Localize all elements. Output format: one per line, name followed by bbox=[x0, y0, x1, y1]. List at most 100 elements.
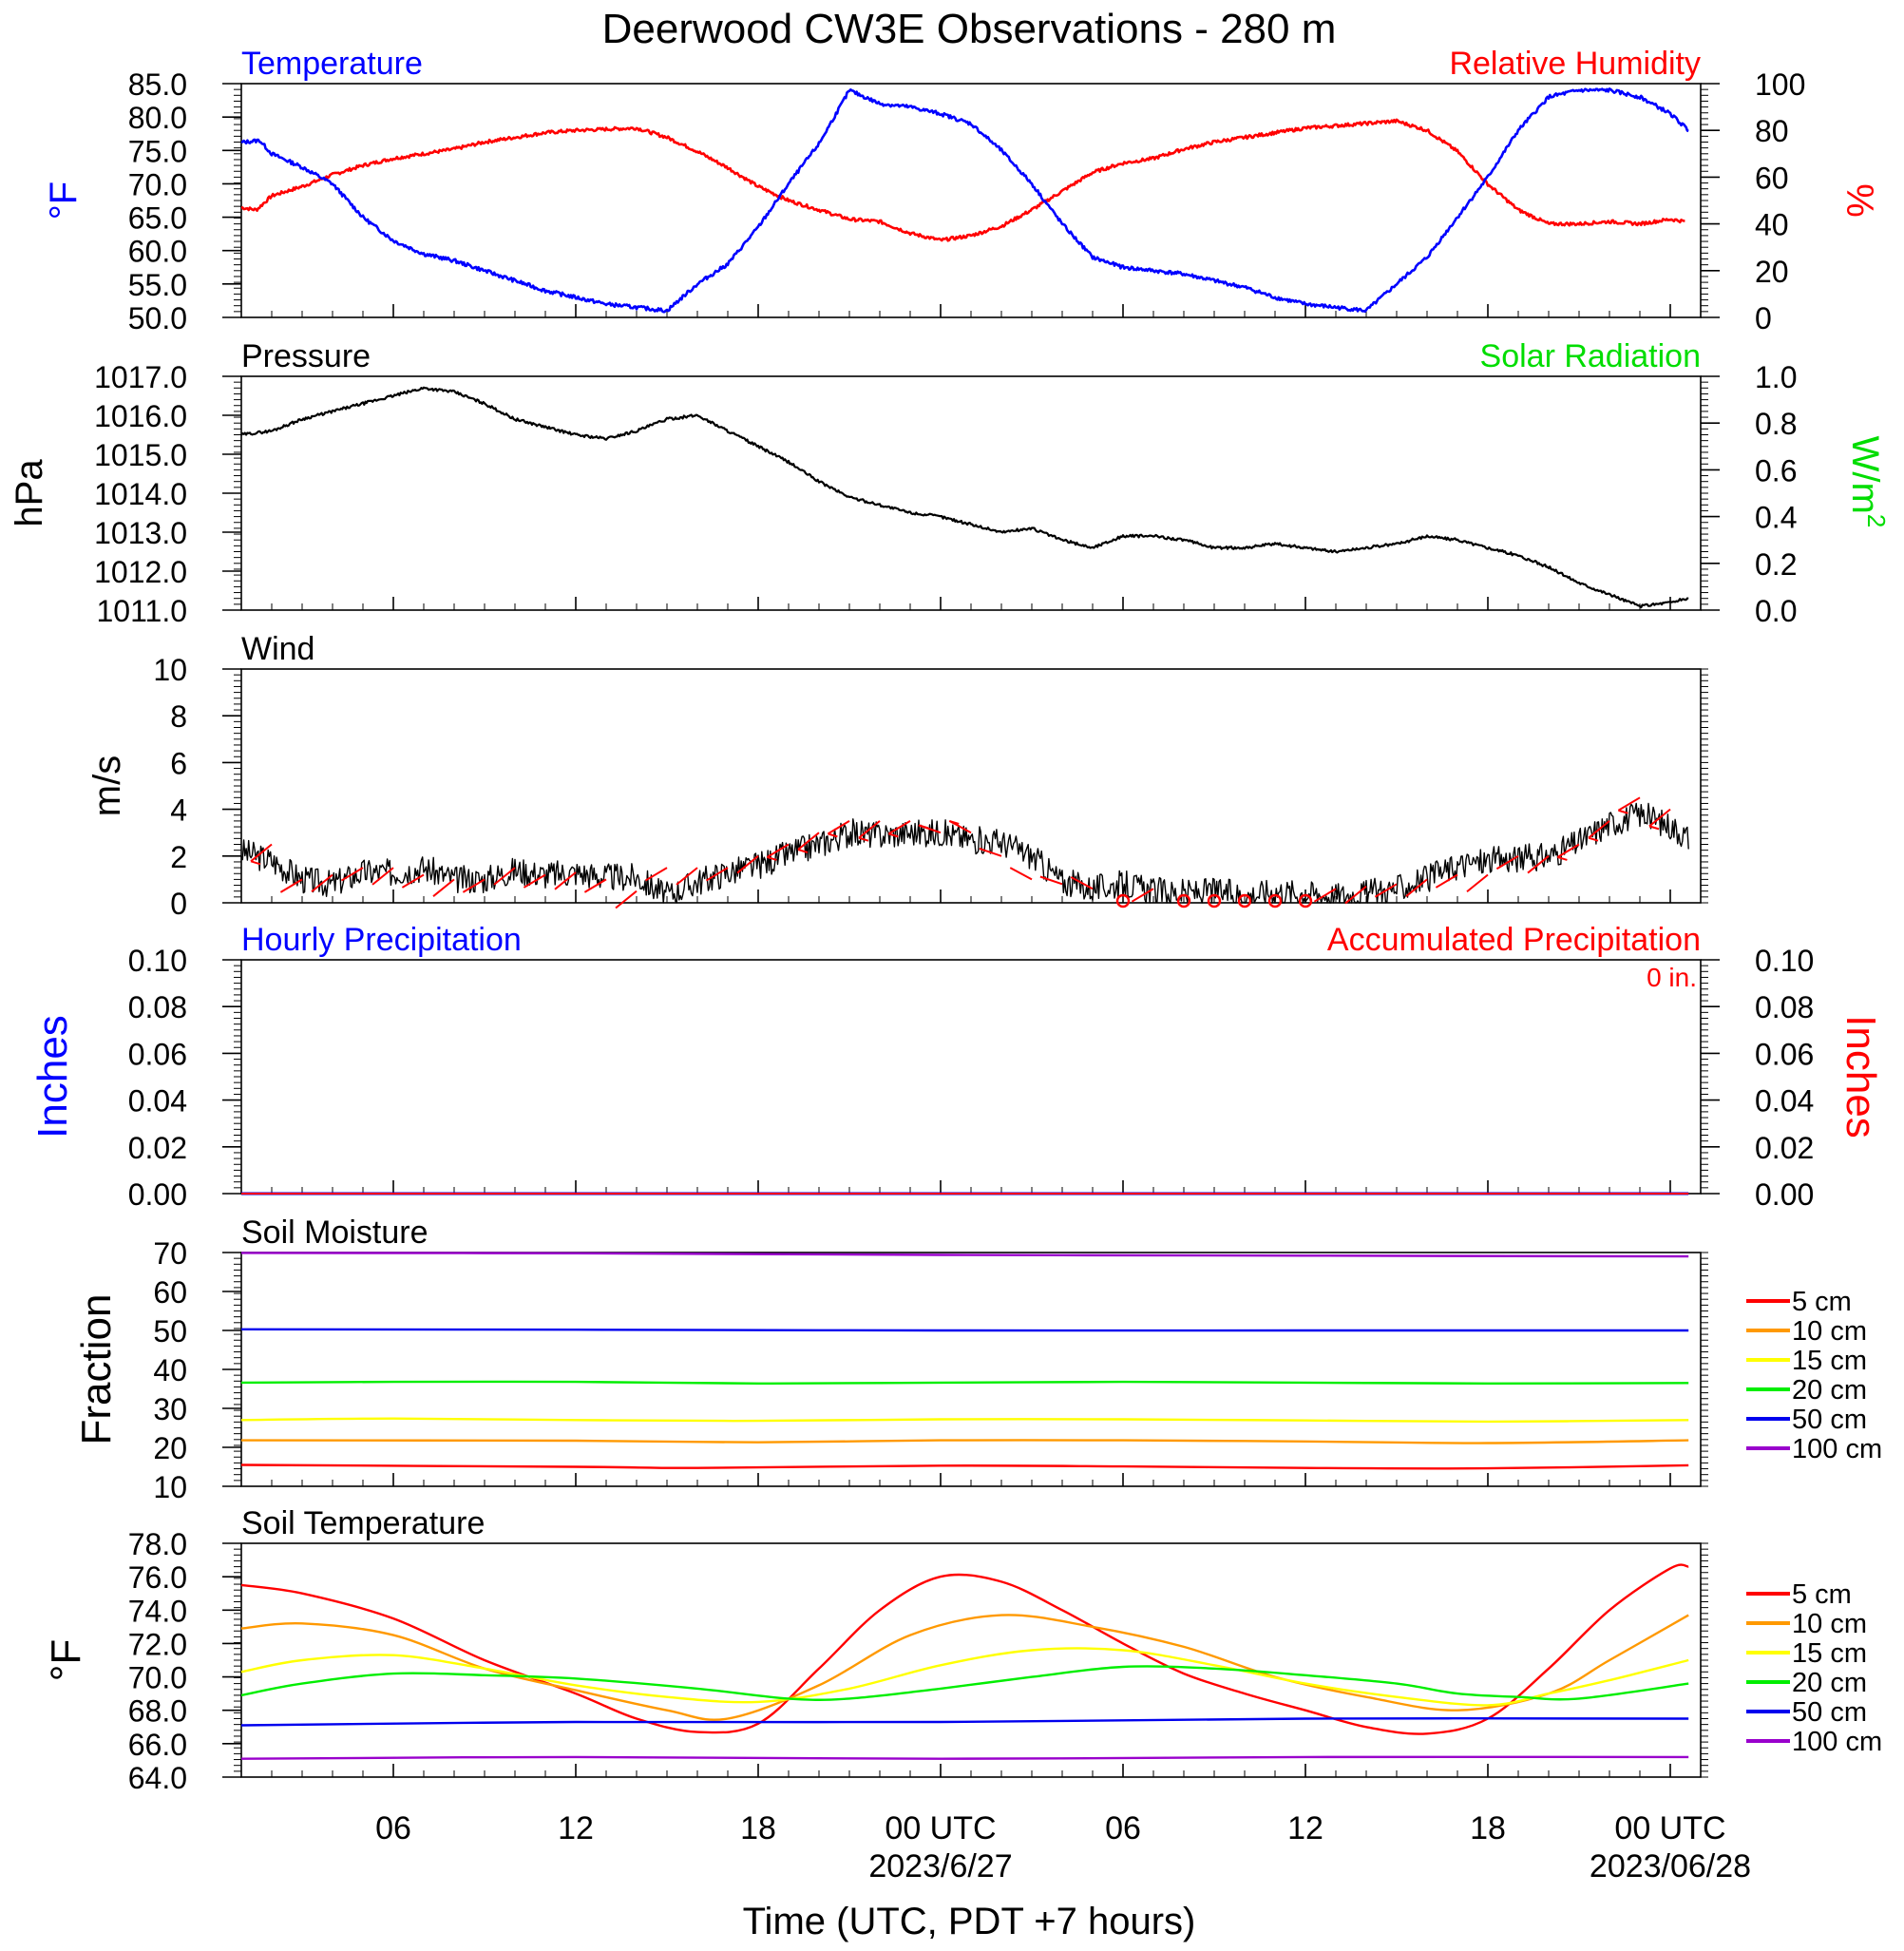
wind-barb-flag bbox=[797, 849, 809, 853]
wind-tick-label-left: 6 bbox=[170, 746, 187, 780]
panel-wind: 10 8 6 4 2 0 Wind m/s bbox=[86, 631, 1708, 921]
wind-barb bbox=[1588, 820, 1610, 839]
wind-title: Wind bbox=[241, 631, 314, 667]
rh-tick-label-right: 100 bbox=[1755, 67, 1805, 102]
wind-barb bbox=[1527, 855, 1550, 874]
wind-barb bbox=[736, 855, 759, 874]
soil-moisture-line-50cm bbox=[240, 1328, 1689, 1332]
rh-tick-label-right: 60 bbox=[1755, 161, 1789, 195]
precip-accum-units-label: Inches bbox=[1837, 1015, 1884, 1138]
panel-pressure: 1017.0 1016.0 1015.0 1014.0 1013.0 1012.0 1011… bbox=[9, 338, 1891, 628]
wind-barb bbox=[644, 867, 668, 882]
soil-temp-line-15cm bbox=[240, 1647, 1689, 1707]
panel-precip: 0.10 0.08 0.06 0.04 0.02 0.00 0.10 0.08 0.06 0.04… bbox=[29, 922, 1884, 1212]
precip-hourly-tick-label-left: 0.06 bbox=[128, 1037, 187, 1071]
panel-soil-temp: 78.076.074.072.070.068.066.064.0 Soil Tem… bbox=[43, 1505, 1882, 1795]
rh-tick-label-right: 0 bbox=[1755, 301, 1772, 335]
wind-barb bbox=[1495, 854, 1519, 870]
soil-temp-tick-label-left: 64.0 bbox=[128, 1761, 187, 1795]
x-tick-label: 18 bbox=[1470, 1810, 1506, 1846]
wind-barb-flag bbox=[1588, 836, 1599, 842]
soil-temp-line-20cm bbox=[240, 1665, 1689, 1701]
soil-temp-legend-label: 20 cm bbox=[1792, 1668, 1867, 1698]
wind-barb bbox=[797, 832, 820, 851]
soil-moisture-line-10cm bbox=[240, 1439, 1689, 1444]
wind-units-label: m/s bbox=[86, 756, 128, 816]
x-tick-label: 18 bbox=[740, 1810, 776, 1846]
soil-temp-tick-label-left: 68.0 bbox=[128, 1694, 187, 1729]
wind-barb bbox=[583, 878, 607, 893]
temp-tick-label-left: 80.0 bbox=[128, 101, 187, 135]
precip-total-label: 0 in. bbox=[1647, 963, 1697, 992]
soil-temp-tick-label-left: 72.0 bbox=[128, 1627, 187, 1661]
pressure-tick-label-left: 1017.0 bbox=[94, 360, 187, 394]
wind-barb-calm bbox=[1115, 893, 1131, 909]
humidity-line bbox=[241, 118, 1685, 242]
x-tick-label: 12 bbox=[558, 1810, 594, 1846]
soil-moisture-line-100cm bbox=[240, 1252, 1689, 1258]
pressure-tick-label-left: 1012.0 bbox=[94, 555, 187, 589]
solar-title: Solar Radiation bbox=[1480, 338, 1701, 374]
wind-barb-calm bbox=[1176, 893, 1191, 909]
x-tick-label: 12 bbox=[1287, 1810, 1323, 1846]
wind-barb bbox=[371, 867, 394, 886]
humidity-units-label: % bbox=[1838, 183, 1880, 218]
soil-temp-line-50cm bbox=[240, 1717, 1689, 1727]
soil-temp-legend-label: 5 cm bbox=[1792, 1579, 1852, 1610]
pressure-units-label: hPa bbox=[9, 459, 50, 527]
wind-barb bbox=[279, 878, 303, 893]
precip-accum-title: Accumulated Precipitation bbox=[1327, 922, 1701, 958]
solar-tick-label-right: 0.4 bbox=[1755, 501, 1797, 535]
soil-moisture-line-20cm bbox=[240, 1380, 1689, 1386]
soil-moisture-line-15cm bbox=[240, 1417, 1689, 1424]
pressure-tick-label-left: 1014.0 bbox=[94, 477, 187, 511]
wind-barb-calm bbox=[1207, 893, 1222, 909]
pressure-tick-label-left: 1015.0 bbox=[94, 438, 187, 472]
soil-temp-legend-label: 50 cm bbox=[1792, 1697, 1867, 1728]
wind-tick-label-left: 2 bbox=[170, 840, 187, 874]
rh-tick-label-right: 40 bbox=[1755, 208, 1789, 242]
soil-moisture-tick-label-left: 50 bbox=[153, 1314, 187, 1348]
temp-tick-label-left: 65.0 bbox=[128, 201, 187, 236]
wind-tick-label-left: 10 bbox=[153, 653, 187, 687]
precip-accum-tick-label-right: 0.08 bbox=[1755, 990, 1814, 1024]
soil-temp-tick-label-left: 74.0 bbox=[128, 1594, 187, 1628]
soil-moisture-tick-label-left: 10 bbox=[153, 1470, 187, 1504]
temp-tick-label-left: 50.0 bbox=[128, 301, 187, 335]
pressure-tick-label-left: 1013.0 bbox=[94, 516, 187, 550]
pressure-title: Pressure bbox=[241, 338, 371, 374]
wind-barb bbox=[615, 889, 638, 909]
wind-barb bbox=[340, 867, 364, 882]
wind-barb bbox=[979, 848, 1002, 857]
precip-hourly-tick-label-left: 0.00 bbox=[128, 1177, 187, 1212]
wind-barb bbox=[523, 873, 546, 889]
soil-moisture-title: Soil Moisture bbox=[241, 1215, 428, 1251]
soil-moisture-tick-label-left: 70 bbox=[153, 1236, 187, 1271]
soil-moisture-tick-label-left: 20 bbox=[153, 1431, 187, 1465]
precip-hourly-tick-label-left: 0.04 bbox=[128, 1084, 187, 1119]
precip-accum-tick-label-right: 0.02 bbox=[1755, 1131, 1814, 1165]
temp-tick-label-left: 75.0 bbox=[128, 134, 187, 168]
precip-accum-tick-label-right: 0.06 bbox=[1755, 1037, 1814, 1071]
soil-moisture-legend-label: 50 cm bbox=[1792, 1405, 1867, 1435]
solar-tick-label-right: 0.8 bbox=[1755, 407, 1797, 441]
temp-tick-label-left: 60.0 bbox=[128, 235, 187, 269]
wind-barb-flag bbox=[888, 832, 899, 838]
wind-tick-label-left: 4 bbox=[170, 794, 187, 828]
wind-barb-flag bbox=[828, 832, 838, 838]
soil-temp-legend-label: 100 cm bbox=[1792, 1727, 1882, 1757]
wind-barb bbox=[1039, 875, 1063, 886]
wind-barb bbox=[462, 878, 486, 893]
soil-temp-tick-label-left: 78.0 bbox=[128, 1527, 187, 1561]
wind-barb-flag bbox=[1557, 856, 1568, 861]
wind-tick-label-left: 8 bbox=[170, 699, 187, 734]
wind-tick-label-left: 0 bbox=[170, 887, 187, 921]
x-tick-date-label: 2023/06/28 bbox=[1590, 1848, 1751, 1884]
wind-barb bbox=[493, 867, 516, 886]
wind-barb bbox=[1374, 883, 1398, 898]
wind-barb-calm bbox=[1237, 893, 1252, 909]
wind-barb-flag bbox=[918, 824, 929, 830]
solar-tick-label-right: 0.6 bbox=[1755, 453, 1797, 488]
